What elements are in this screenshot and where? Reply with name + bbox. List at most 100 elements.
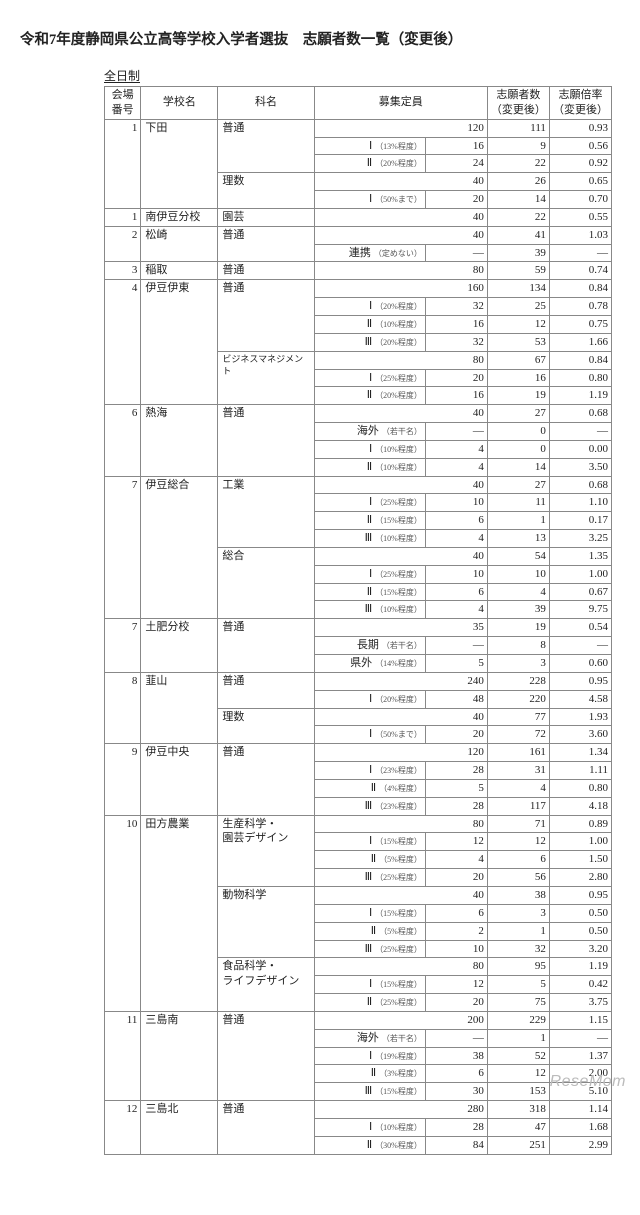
cell-sublabel: Ⅱ（15%程度） (314, 512, 425, 530)
cell-applicants: 19 (487, 619, 549, 637)
table-row: 12三島北普通2803181.14 (105, 1101, 612, 1119)
cell-applicants: 13 (487, 530, 549, 548)
cell-applicants: 14 (487, 458, 549, 476)
cell-school: 伊豆伊東 (141, 280, 218, 405)
cell-ratio: 1.11 (549, 762, 611, 780)
cell-applicants: 220 (487, 690, 549, 708)
cell-sublabel: Ⅰ（13%程度） (314, 137, 425, 155)
cell-sublabel (314, 708, 425, 726)
cell-ratio: 4.58 (549, 690, 611, 708)
cell-ratio: 0.68 (549, 405, 611, 423)
cell-applicants: 1 (487, 1029, 549, 1047)
cell-ratio: — (549, 1029, 611, 1047)
cell-capacity: 40 (425, 208, 487, 226)
cell-ratio: 1.00 (549, 833, 611, 851)
cell-ratio: 1.15 (549, 1011, 611, 1029)
cell-applicants: 54 (487, 547, 549, 565)
cell-sublabel: Ⅲ（10%程度） (314, 601, 425, 619)
cell-sublabel: Ⅱ（3%程度） (314, 1065, 425, 1083)
cell-applicants: 14 (487, 191, 549, 209)
cell-school: 伊豆中央 (141, 744, 218, 815)
cell-ratio: 0.75 (549, 315, 611, 333)
cell-sublabel: Ⅱ（5%程度） (314, 922, 425, 940)
system-label: 全日制 (104, 67, 620, 84)
table-row: 7伊豆総合工業40270.68 (105, 476, 612, 494)
th-dept: 科名 (218, 87, 314, 120)
cell-sublabel: Ⅲ（10%程度） (314, 530, 425, 548)
table-row: 6熱海普通40270.68 (105, 405, 612, 423)
cell-ratio: 0.92 (549, 155, 611, 173)
cell-sublabel: Ⅱ（5%程度） (314, 851, 425, 869)
cell-ratio: 1.14 (549, 1101, 611, 1119)
cell-ratio: 3.75 (549, 994, 611, 1012)
cell-sublabel: Ⅰ（15%程度） (314, 833, 425, 851)
cell-applicants: 16 (487, 369, 549, 387)
cell-capacity: 4 (425, 458, 487, 476)
cell-capacity: 28 (425, 1118, 487, 1136)
cell-applicants: 5 (487, 976, 549, 994)
cell-applicants: 0 (487, 440, 549, 458)
cell-venue: 11 (105, 1011, 141, 1100)
cell-capacity: 120 (425, 744, 487, 762)
cell-applicants: 153 (487, 1083, 549, 1101)
cell-applicants: 52 (487, 1047, 549, 1065)
cell-applicants: 3 (487, 655, 549, 673)
cell-school: 三島南 (141, 1011, 218, 1100)
cell-applicants: 19 (487, 387, 549, 405)
cell-applicants: 117 (487, 797, 549, 815)
cell-ratio: 2.80 (549, 869, 611, 887)
table-row: 2松崎普通40411.03 (105, 226, 612, 244)
cell-applicants: 22 (487, 155, 549, 173)
cell-sublabel: 県外（14%程度） (314, 655, 425, 673)
cell-sublabel (314, 208, 425, 226)
cell-capacity: 40 (425, 547, 487, 565)
cell-applicants: 229 (487, 1011, 549, 1029)
cell-sublabel: Ⅰ（25%程度） (314, 369, 425, 387)
cell-applicants: 39 (487, 601, 549, 619)
cell-school: 松崎 (141, 226, 218, 262)
cell-sublabel: Ⅱ（10%程度） (314, 315, 425, 333)
cell-ratio: 3.60 (549, 726, 611, 744)
cell-sublabel: Ⅱ（4%程度） (314, 779, 425, 797)
cell-sublabel: Ⅲ（25%程度） (314, 869, 425, 887)
cell-dept: 動物科学 (218, 886, 314, 957)
cell-sublabel: Ⅰ（25%程度） (314, 565, 425, 583)
cell-applicants: 72 (487, 726, 549, 744)
cell-capacity: 200 (425, 1011, 487, 1029)
cell-capacity: 40 (425, 226, 487, 244)
watermark: ReseMom (550, 1073, 626, 1091)
cell-capacity: 20 (425, 191, 487, 209)
table-row: 11三島南普通2002291.15 (105, 1011, 612, 1029)
cell-ratio: 0.78 (549, 298, 611, 316)
cell-capacity: 30 (425, 1083, 487, 1101)
table-row: 3稲取普通80590.74 (105, 262, 612, 280)
cell-sublabel: 長期（若干名） (314, 637, 425, 655)
cell-ratio: — (549, 423, 611, 441)
cell-sublabel: Ⅰ（10%程度） (314, 440, 425, 458)
cell-ratio: 1.00 (549, 565, 611, 583)
cell-ratio: 0.17 (549, 512, 611, 530)
cell-sublabel (314, 1011, 425, 1029)
cell-applicants: 134 (487, 280, 549, 298)
cell-capacity: 4 (425, 851, 487, 869)
cell-ratio: 3.20 (549, 940, 611, 958)
cell-sublabel (314, 262, 425, 280)
cell-sublabel: Ⅱ（30%程度） (314, 1136, 425, 1154)
cell-school: 熱海 (141, 405, 218, 476)
cell-applicants: 26 (487, 173, 549, 191)
cell-capacity: 6 (425, 512, 487, 530)
cell-venue: 6 (105, 405, 141, 476)
cell-sublabel (314, 119, 425, 137)
cell-school: 田方農業 (141, 815, 218, 1011)
cell-dept: 普通 (218, 1101, 314, 1155)
cell-ratio: 0.74 (549, 262, 611, 280)
cell-applicants: 6 (487, 851, 549, 869)
cell-capacity: 80 (425, 958, 487, 976)
cell-dept: 理数 (218, 173, 314, 209)
cell-ratio: 1.19 (549, 387, 611, 405)
cell-sublabel (314, 619, 425, 637)
cell-ratio: 0.60 (549, 655, 611, 673)
cell-ratio: 1.93 (549, 708, 611, 726)
cell-capacity: 240 (425, 672, 487, 690)
cell-venue: 10 (105, 815, 141, 1011)
